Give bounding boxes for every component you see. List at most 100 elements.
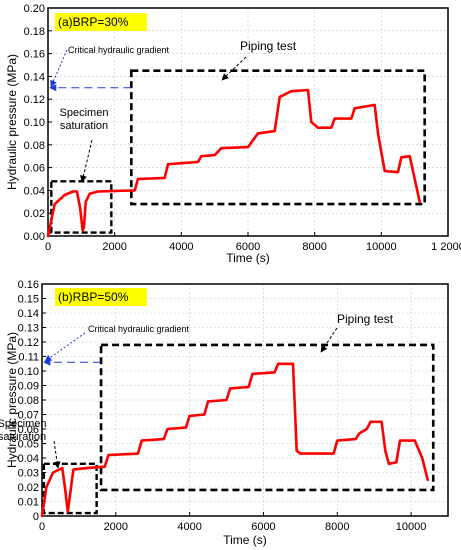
series-point [107,454,109,456]
series-point [164,177,166,179]
series-point [52,471,54,474]
series-point [333,453,335,455]
x-tick-label: 10000 [366,241,397,253]
y-tick-label: 0.02 [24,208,45,220]
x-tick-label: 8000 [302,241,326,253]
x-tick-label: 6000 [236,241,260,253]
series-point [384,170,386,172]
series-point [72,190,74,193]
series-point [220,147,222,149]
piping-test-label: Piping test [240,39,297,53]
series-point [45,486,48,488]
y-tick-label: 0.11 [18,352,39,364]
series-point [274,130,276,132]
series-point [421,457,423,459]
y-tick-label: 0.16 [24,49,45,61]
x-tick-label: 2000 [104,521,128,533]
y-tick-label: 0.06 [18,424,39,436]
y-tick-label: 0 [33,511,39,523]
series-point [310,121,312,123]
saturation-arrow [80,139,93,183]
series-point [366,428,368,430]
x-tick-label: 4000 [177,521,201,533]
series-point [83,226,85,228]
series-point [257,132,259,134]
panel-tag-label: (a)BRP=30% [58,15,129,29]
y-tick-label: 0.14 [24,71,45,83]
series-point [69,493,71,495]
series-point [384,450,386,452]
critical-gradient-pointer [50,49,68,88]
series-point [85,467,87,469]
critical-gradient-label: Critical hydraulic gradient [88,324,190,334]
series-point [141,440,143,442]
series-point [248,386,250,388]
y-tick-label: 0.06 [24,163,45,175]
saturation-arrow [53,440,61,469]
series-point [414,440,416,442]
y-tick-label: 0.08 [24,140,45,152]
series-point [369,421,372,423]
piping-test-arrow [320,327,338,353]
series-point [290,90,292,92]
y-tick-label: 0.09 [18,381,39,393]
y-tick-label: 0.13 [18,323,39,335]
series-point [395,461,397,463]
series-point [67,511,69,513]
series-point [214,154,216,156]
y-axis-title: Hydraulic pressure (MPa) [5,54,19,190]
y-tick-label: 0.12 [24,94,45,106]
series-point [251,373,253,375]
series-point [419,201,421,203]
x-tick-label: 0 [39,521,45,533]
y-tick-label: 0.00 [24,231,45,243]
panel-b: 00.010.020.030.040.050.060.070.080.090.1… [0,279,449,547]
panel-tag-label: (b)RBP=50% [58,290,129,304]
series-point [381,421,383,423]
series-point [377,132,379,134]
piping-test-label: Piping test [337,312,394,326]
saturation-label-line2: saturation [60,120,108,132]
x-axis-title: Time (s) [223,533,267,547]
x-tick-label: 6000 [251,521,275,533]
series-point [225,399,228,401]
panel-tag-background [55,288,147,306]
series-point [54,203,56,205]
series-point [64,486,66,488]
series-point [137,178,139,180]
critical-gradient-label: Critical hydraulic gradient [68,45,170,55]
series-point [79,206,81,209]
series-point [296,450,298,452]
series-point [299,453,301,455]
series-point [167,163,169,165]
x-tick-label: 2000 [102,241,126,253]
x-tick-label: 0 [45,241,51,253]
series-point [336,440,338,442]
series-point [97,190,99,193]
series-point [137,453,139,455]
series-point [388,463,390,465]
saturation-box [42,462,98,515]
y-tick-label: 0.07 [18,410,39,422]
y-tick-label: 0.20 [24,3,45,15]
series-point [185,427,187,429]
critical-gradient-pointer [44,332,86,362]
series-point [229,387,231,389]
series-point [134,189,136,191]
series-point [47,235,49,237]
series-point [61,467,63,469]
series-line [40,362,429,518]
x-axis-title: Time (s) [226,251,270,265]
series-point [89,193,91,195]
y-tick-label: 0.18 [24,26,45,38]
series-point [330,127,332,129]
series-point [292,363,294,365]
series-point [354,107,356,109]
series-point [400,156,402,158]
y-tick-label: 0.03 [18,468,39,480]
y-tick-label: 0.15 [18,294,39,306]
series-point [350,118,352,120]
series-point [277,363,279,365]
